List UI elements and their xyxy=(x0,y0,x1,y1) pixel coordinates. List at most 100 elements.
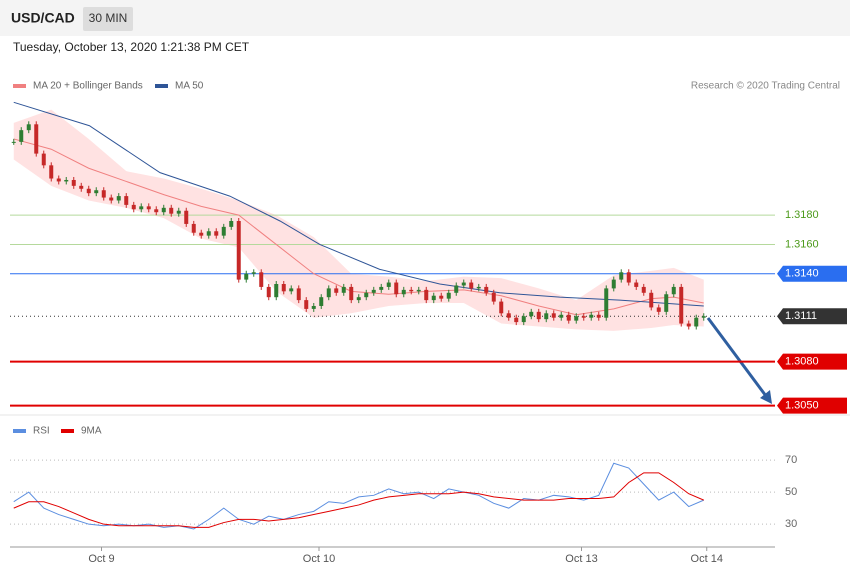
candle xyxy=(41,153,46,166)
candle xyxy=(334,288,339,293)
legend-swatch xyxy=(61,429,74,433)
candle xyxy=(401,289,406,295)
candle xyxy=(611,279,616,289)
candle xyxy=(439,295,444,299)
candle xyxy=(71,179,76,186)
x-tick-label: Oct 9 xyxy=(88,553,114,565)
interval[interactable]: 30 MIN xyxy=(89,11,128,25)
forecast-arrowhead xyxy=(760,390,772,404)
candle xyxy=(364,292,369,298)
candle xyxy=(671,286,676,295)
x-tick-label: Oct 14 xyxy=(691,553,723,565)
candle xyxy=(596,314,601,318)
y-tick-label: 70 xyxy=(785,454,797,466)
candle xyxy=(491,292,496,302)
candle xyxy=(184,210,189,224)
candle xyxy=(281,284,286,292)
candle xyxy=(116,196,121,201)
candle xyxy=(304,300,309,309)
candle xyxy=(386,282,391,287)
candle xyxy=(551,313,556,318)
indicator-line xyxy=(13,472,704,528)
source: Research © 2020 Trading Central xyxy=(691,81,840,92)
candle xyxy=(499,301,504,314)
candle xyxy=(146,206,151,210)
level-badge xyxy=(777,265,847,282)
y-tick-label: 30 xyxy=(785,518,797,530)
level-label: 1.3160 xyxy=(785,238,819,250)
candle xyxy=(274,284,279,298)
candle xyxy=(536,311,541,320)
candle xyxy=(109,197,114,201)
candle xyxy=(11,141,16,143)
legend-label: MA 20 + Bollinger Bands xyxy=(33,81,143,92)
candle xyxy=(139,206,144,210)
candle xyxy=(176,210,181,214)
candle xyxy=(296,288,301,301)
candle xyxy=(694,317,699,327)
candle xyxy=(221,226,226,236)
legend-label: RSI xyxy=(33,426,50,437)
legend-swatch xyxy=(13,84,26,88)
candle xyxy=(679,286,684,324)
candle xyxy=(476,286,481,289)
candle xyxy=(79,185,84,189)
candle xyxy=(424,289,429,301)
candle xyxy=(559,314,564,318)
candle xyxy=(206,231,211,236)
candle xyxy=(409,289,414,292)
candle xyxy=(454,285,459,293)
candle xyxy=(124,196,129,205)
candle xyxy=(431,295,436,301)
candle xyxy=(589,314,594,318)
candle xyxy=(656,307,661,312)
candle xyxy=(641,286,646,293)
timestamp: Tuesday, October 13, 2020 1:21:38 PM CET xyxy=(13,40,250,54)
interval-badge[interactable] xyxy=(83,7,133,31)
candle xyxy=(469,282,474,289)
candle xyxy=(514,317,519,323)
header-bar xyxy=(0,0,850,36)
candle xyxy=(86,188,91,194)
candle xyxy=(461,282,466,286)
candle xyxy=(574,316,579,321)
candle xyxy=(131,204,136,210)
level-badge xyxy=(777,397,847,414)
candle xyxy=(626,272,631,283)
level-label: 1.3080 xyxy=(785,356,819,368)
candle xyxy=(161,207,166,213)
candle xyxy=(191,223,196,233)
ma50-line xyxy=(13,101,704,307)
candle xyxy=(356,297,361,301)
level-label: 1.3050 xyxy=(785,400,819,412)
candle xyxy=(236,221,241,280)
candle xyxy=(154,209,159,213)
candle xyxy=(379,286,384,290)
candle xyxy=(446,292,451,299)
candle xyxy=(319,297,324,306)
candle xyxy=(101,190,106,198)
level-badge xyxy=(777,308,847,325)
candle xyxy=(506,313,511,318)
candle xyxy=(394,282,399,295)
candle xyxy=(529,311,534,317)
candle xyxy=(289,288,294,292)
candle xyxy=(349,286,354,301)
level-label: 1.3140 xyxy=(785,268,819,280)
candle xyxy=(214,231,219,236)
candle xyxy=(521,316,526,323)
y-tick-label: 50 xyxy=(785,486,797,498)
candle xyxy=(56,178,61,182)
candle xyxy=(34,124,39,154)
candle xyxy=(259,272,264,287)
candle xyxy=(19,130,24,142)
symbol: USD/CAD xyxy=(11,10,75,26)
candle xyxy=(229,221,234,227)
candle xyxy=(484,286,489,293)
candle xyxy=(581,316,586,318)
candle xyxy=(416,289,421,292)
level-label: 1.3111 xyxy=(785,310,817,322)
candle xyxy=(94,190,99,194)
level-label: 1.3180 xyxy=(785,209,819,221)
candle xyxy=(326,288,331,298)
